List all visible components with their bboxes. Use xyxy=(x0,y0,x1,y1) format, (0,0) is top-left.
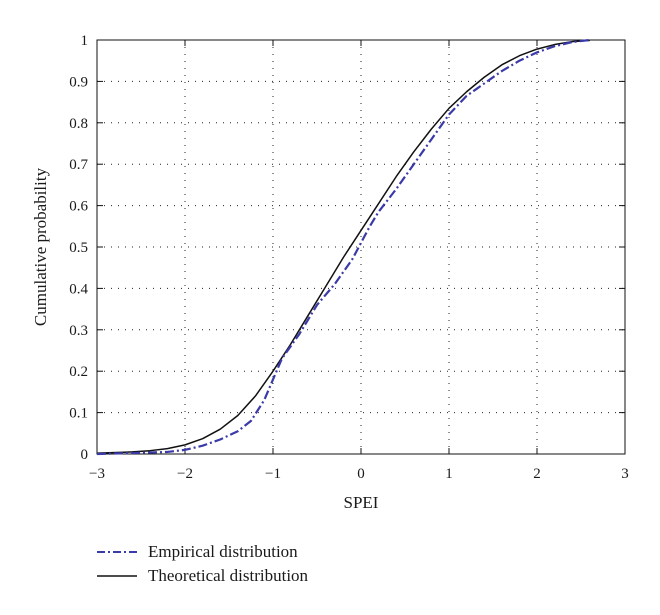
y-axis-title: Cumulative probability xyxy=(31,167,50,326)
x-tick-label-5: 2 xyxy=(533,466,541,482)
y-tick-label-9: 0.9 xyxy=(69,74,88,90)
cdf-chart: −3 −2 −1 0 1 2 300.10.20.30.40.50.60.70.80.91 … xyxy=(31,33,629,512)
x-tick-label-3: 0 xyxy=(357,466,365,482)
y-tick-label-3: 0.3 xyxy=(69,323,88,339)
y-tick-label-10: 1 xyxy=(81,33,89,49)
x-tick-label-4: 1 xyxy=(445,466,453,482)
x-tick-label-2: −1 xyxy=(265,466,281,482)
legend-item-theoretical: Theoretical distribution xyxy=(96,564,308,588)
y-tick-label-8: 0.8 xyxy=(69,116,88,132)
series-layer xyxy=(96,38,590,456)
theoretical-distribution-line xyxy=(96,39,590,454)
grid-lines xyxy=(97,40,625,454)
legend-swatch-empirical xyxy=(97,551,137,553)
y-tick-label-5: 0.5 xyxy=(69,240,88,256)
x-tick-label-6: 3 xyxy=(621,466,629,482)
y-tick-label-4: 0.4 xyxy=(69,281,88,297)
axis-ticks: −3 −2 −1 0 1 2 3 0 0.1 0.2 0.3 0.4 0.5 0.6 0.7 0.8 0.9 1 xyxy=(69,33,629,482)
x-tick-label-0: −3 xyxy=(89,466,105,482)
y-tick-label-7: 0.7 xyxy=(69,157,88,173)
y-tick-label-1: 0.1 xyxy=(69,406,88,422)
legend-label-theoretical: Theoretical distribution xyxy=(148,566,309,585)
legend-swatch-theoretical xyxy=(97,575,137,577)
y-tick-label-2: 0.2 xyxy=(69,364,88,380)
y-tick-label-6: 0.6 xyxy=(69,199,88,215)
legend-item-empirical: Empirical distribution xyxy=(96,540,308,564)
empirical-distribution-line xyxy=(96,38,590,456)
legend: Empirical distribution Theoretical distr… xyxy=(96,540,308,588)
x-axis-title: SPEI xyxy=(344,493,379,512)
x-tick-label-1: −2 xyxy=(177,466,193,482)
y-tick-label-0: 0 xyxy=(81,447,89,463)
legend-label-empirical: Empirical distribution xyxy=(148,542,298,561)
